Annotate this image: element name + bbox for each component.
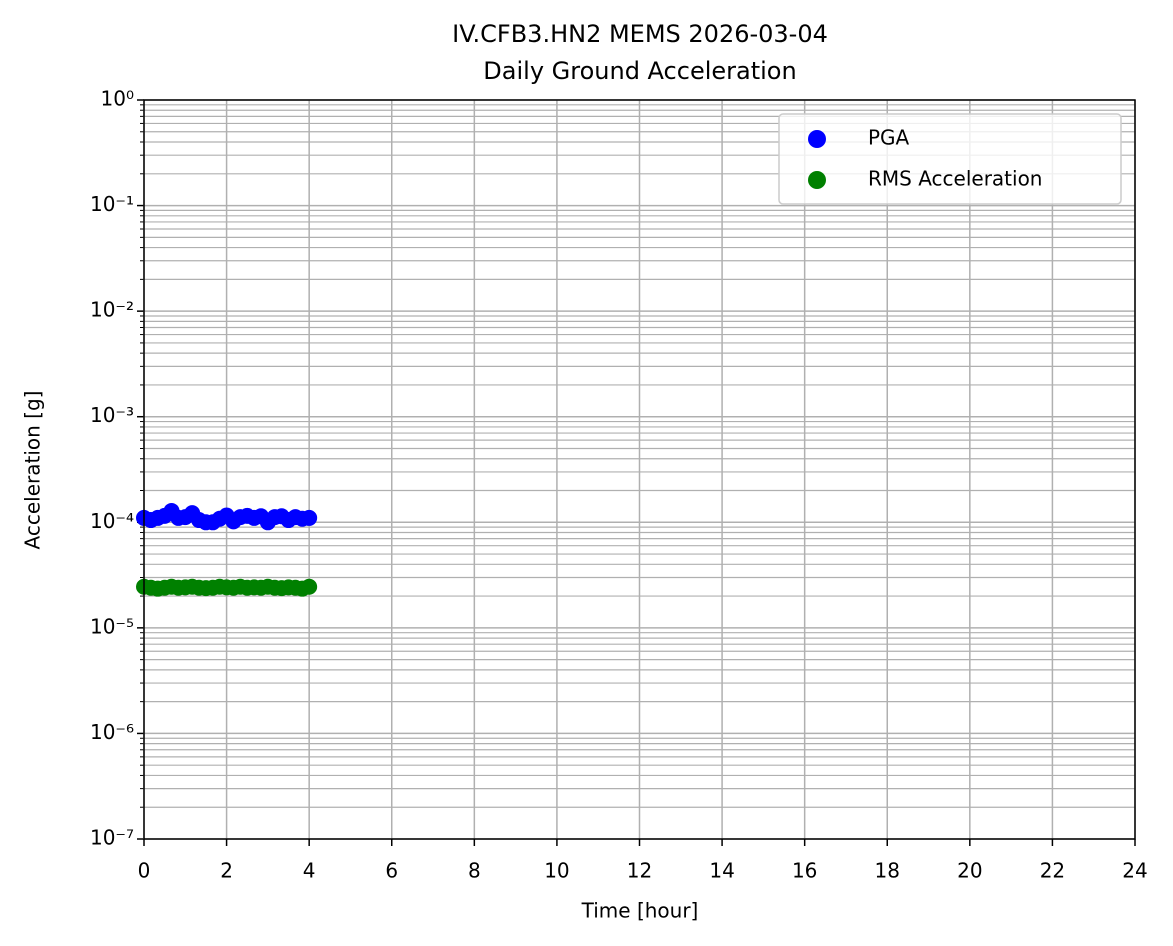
y-tick-label: 10⁻¹: [90, 192, 134, 216]
x-tick-label: 22: [1040, 859, 1065, 883]
point: [301, 578, 318, 595]
x-tick-label: 6: [385, 859, 398, 883]
y-tick-label: 10⁻³: [90, 403, 134, 427]
x-tick-label: 24: [1122, 859, 1147, 883]
y-tick-label: 10⁻⁶: [90, 720, 134, 744]
legend-label: PGA: [868, 126, 910, 150]
x-tick-label: 14: [709, 859, 734, 883]
legend: PGA RMS Acceleration: [778, 113, 1122, 205]
legend-box: [778, 113, 1122, 205]
legend-marker: [808, 171, 826, 189]
y-tick-label: 10⁻⁴: [90, 509, 134, 533]
x-tick-label: 16: [792, 859, 817, 883]
y-tick-label: 10⁻²: [90, 298, 134, 322]
x-tick-label: 4: [303, 859, 316, 883]
legend-label: RMS Acceleration: [868, 167, 1042, 191]
x-tick-label: 12: [627, 859, 652, 883]
chart-title: Daily Ground Acceleration: [483, 57, 796, 85]
x-tick-label: 10: [544, 859, 569, 883]
x-tick-label: 20: [957, 859, 982, 883]
x-tick-label: 0: [138, 859, 151, 883]
x-tick-label: 8: [468, 859, 481, 883]
legend-marker: [808, 130, 826, 148]
y-tick-label: 10⁰: [101, 87, 134, 111]
y-tick-label: 10⁻⁵: [90, 614, 134, 638]
point: [301, 509, 318, 526]
chart-title: IV.CFB3.HN2 MEMS 2026-03-04: [452, 20, 828, 48]
y-axis-label: Acceleration [g]: [21, 391, 45, 550]
x-axis-label: Time [hour]: [581, 899, 699, 923]
x-tick-label: 18: [875, 859, 900, 883]
x-tick-label: 2: [220, 859, 233, 883]
y-tick-label: 10⁻⁷: [90, 826, 134, 850]
plot-frame: [143, 99, 1136, 840]
